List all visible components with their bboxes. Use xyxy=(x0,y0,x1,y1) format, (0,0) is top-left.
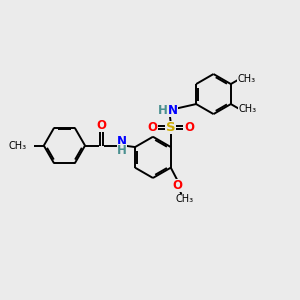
Text: H: H xyxy=(158,104,168,117)
Text: CH₃: CH₃ xyxy=(8,141,26,151)
Text: CH₃: CH₃ xyxy=(176,194,194,204)
Text: CH₃: CH₃ xyxy=(238,104,256,114)
Text: O: O xyxy=(147,122,157,134)
Text: CH₃: CH₃ xyxy=(237,74,255,84)
Text: N: N xyxy=(168,104,178,117)
Text: O: O xyxy=(173,178,183,191)
Text: O: O xyxy=(184,122,195,134)
Text: S: S xyxy=(166,122,175,134)
Text: O: O xyxy=(96,119,106,132)
Text: H: H xyxy=(117,144,127,157)
Text: N: N xyxy=(117,135,127,148)
